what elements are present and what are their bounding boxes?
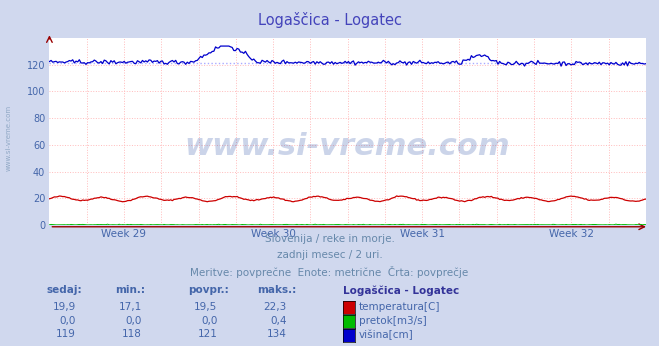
Text: 17,1: 17,1: [119, 302, 142, 312]
Text: 19,9: 19,9: [53, 302, 76, 312]
Text: www.si-vreme.com: www.si-vreme.com: [185, 132, 511, 161]
Text: zadnji mesec / 2 uri.: zadnji mesec / 2 uri.: [277, 250, 382, 260]
Text: Logaščica - Logatec: Logaščica - Logatec: [258, 12, 401, 28]
Text: 19,5: 19,5: [194, 302, 217, 312]
Text: min.:: min.:: [115, 285, 146, 295]
Text: višina[cm]: višina[cm]: [359, 329, 414, 340]
Text: povpr.:: povpr.:: [188, 285, 229, 295]
Text: 0,0: 0,0: [201, 316, 217, 326]
Text: 0,0: 0,0: [59, 316, 76, 326]
Text: pretok[m3/s]: pretok[m3/s]: [359, 316, 427, 326]
Text: 0,0: 0,0: [125, 316, 142, 326]
Text: maks.:: maks.:: [257, 285, 297, 295]
Text: sedaj:: sedaj:: [46, 285, 82, 295]
Text: 121: 121: [198, 329, 217, 339]
Text: 0,4: 0,4: [270, 316, 287, 326]
Text: Logaščica - Logatec: Logaščica - Logatec: [343, 285, 459, 296]
Text: Slovenija / reke in morje.: Slovenija / reke in morje.: [264, 234, 395, 244]
Text: 134: 134: [267, 329, 287, 339]
Text: Meritve: povprečne  Enote: metrične  Črta: povprečje: Meritve: povprečne Enote: metrične Črta:…: [190, 266, 469, 278]
Text: 119: 119: [56, 329, 76, 339]
Text: 118: 118: [122, 329, 142, 339]
Text: 22,3: 22,3: [264, 302, 287, 312]
Text: temperatura[C]: temperatura[C]: [359, 302, 441, 312]
Text: www.si-vreme.com: www.si-vreme.com: [5, 105, 12, 172]
